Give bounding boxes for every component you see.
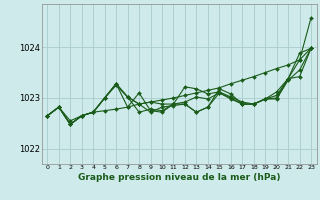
X-axis label: Graphe pression niveau de la mer (hPa): Graphe pression niveau de la mer (hPa) xyxy=(78,173,280,182)
